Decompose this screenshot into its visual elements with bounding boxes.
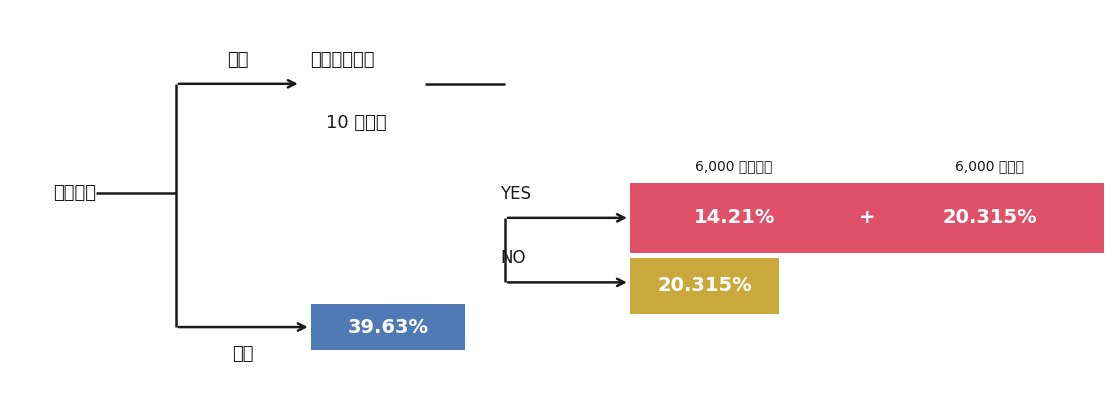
Text: 自己の居住用: 自己の居住用 — [311, 51, 375, 69]
Text: 所有期間: 所有期間 — [54, 184, 96, 202]
Text: 6,000 万円超: 6,000 万円超 — [956, 159, 1024, 173]
Text: NO: NO — [500, 250, 526, 268]
Bar — [630, 183, 1103, 253]
Text: 短期: 短期 — [233, 345, 254, 363]
Text: YES: YES — [500, 185, 532, 203]
Text: 長期: 長期 — [227, 51, 250, 69]
Text: 10 年超？: 10 年超？ — [326, 114, 386, 132]
Bar — [311, 304, 466, 350]
Text: 14.21%: 14.21% — [694, 208, 774, 227]
Text: 20.315%: 20.315% — [657, 276, 752, 296]
Text: +: + — [858, 208, 875, 227]
Text: 6,000 万円まで: 6,000 万円まで — [695, 159, 773, 173]
Text: 39.63%: 39.63% — [347, 318, 429, 336]
Text: 20.315%: 20.315% — [942, 208, 1037, 227]
Bar — [630, 257, 780, 314]
